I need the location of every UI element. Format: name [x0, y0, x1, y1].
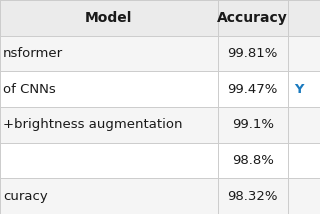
Text: Y: Y [294, 83, 304, 96]
Bar [218, 107, 288, 143]
Bar [0, 71, 218, 107]
Bar [0, 143, 218, 178]
Text: 99.1%: 99.1% [232, 118, 274, 131]
Bar [218, 36, 288, 71]
Text: 98.8%: 98.8% [232, 154, 274, 167]
Text: curacy: curacy [3, 190, 48, 203]
Bar [288, 0, 320, 36]
Text: nsformer: nsformer [3, 47, 63, 60]
Bar [218, 71, 288, 107]
Bar [0, 178, 218, 214]
Bar [288, 178, 320, 214]
Text: 98.32%: 98.32% [228, 190, 278, 203]
Text: of CNNs: of CNNs [3, 83, 56, 96]
Text: Model: Model [85, 11, 132, 25]
Text: Accuracy: Accuracy [217, 11, 288, 25]
Bar [0, 36, 218, 71]
Bar [218, 0, 288, 36]
Bar [218, 178, 288, 214]
Bar [0, 0, 218, 36]
Text: +brightness augmentation: +brightness augmentation [3, 118, 183, 131]
Bar [218, 143, 288, 178]
Bar [288, 71, 320, 107]
Text: 99.81%: 99.81% [228, 47, 278, 60]
Bar [288, 143, 320, 178]
Bar [288, 36, 320, 71]
Bar [0, 107, 218, 143]
Text: 99.47%: 99.47% [228, 83, 278, 96]
Bar [288, 107, 320, 143]
